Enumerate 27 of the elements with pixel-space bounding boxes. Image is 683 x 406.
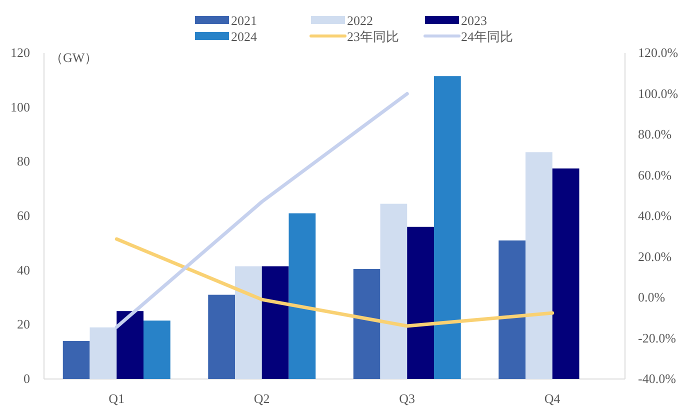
y2tick: 0.0% [638, 290, 666, 304]
y2tick: 20.0% [638, 248, 672, 264]
y2tick: 120.0% [638, 45, 678, 60]
ytick: 80 [17, 154, 30, 169]
y2tick: -20.0% [638, 330, 676, 346]
y2tick: -40.0% [638, 371, 676, 386]
ytick: 60 [17, 208, 30, 223]
legend: 2023 [461, 13, 487, 28]
ytick: 120 [10, 45, 30, 60]
ytick: 100 [10, 99, 30, 114]
legend: 2021 [231, 13, 257, 28]
legend: 2024 [231, 29, 257, 44]
xtick: Q1 [108, 391, 125, 406]
legend: 23年同比 [347, 29, 399, 44]
ylabel: （GW） [50, 50, 98, 65]
y2tick: 40.0% [638, 208, 672, 223]
legend: 2022 [347, 13, 373, 28]
xtick: Q4 [544, 391, 560, 406]
y2tick: 80.0% [638, 126, 672, 142]
ytick: 0 [24, 371, 30, 386]
y2tick: 100.0% [638, 86, 678, 101]
ytick: 20 [17, 316, 30, 332]
ytick: 40 [17, 262, 30, 278]
y2tick: 60.0% [638, 167, 672, 182]
xtick: Q2 [254, 391, 270, 406]
xtick: Q3 [399, 391, 416, 406]
legend: 24年同比 [461, 29, 513, 44]
